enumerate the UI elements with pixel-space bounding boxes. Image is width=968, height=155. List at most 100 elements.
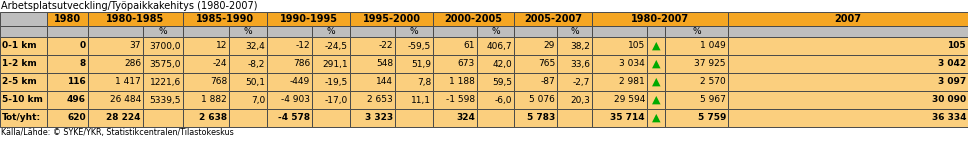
Text: 1980-2007: 1980-2007 xyxy=(631,14,689,24)
Bar xyxy=(592,109,647,127)
Bar xyxy=(395,55,433,73)
Bar xyxy=(88,91,143,109)
Text: 5 967: 5 967 xyxy=(700,95,726,104)
Text: %: % xyxy=(570,27,579,36)
Bar xyxy=(312,109,350,127)
Bar xyxy=(312,73,350,91)
Text: ▲: ▲ xyxy=(651,41,660,51)
Bar xyxy=(143,91,183,109)
Text: 620: 620 xyxy=(68,113,86,122)
Text: 406,7: 406,7 xyxy=(486,42,512,51)
Text: -17,0: -17,0 xyxy=(324,95,348,104)
Text: 5 783: 5 783 xyxy=(527,113,555,122)
Text: -2,7: -2,7 xyxy=(573,78,590,86)
Bar xyxy=(88,12,183,26)
Bar xyxy=(0,55,47,73)
Bar xyxy=(395,91,433,109)
Bar xyxy=(665,37,728,55)
Bar xyxy=(143,73,183,91)
Bar xyxy=(514,55,557,73)
Text: %: % xyxy=(692,27,701,36)
Text: -87: -87 xyxy=(540,78,555,86)
Text: 1985-1990: 1985-1990 xyxy=(196,14,254,24)
Bar xyxy=(88,37,143,55)
Bar xyxy=(665,91,728,109)
Text: 2005-2007: 2005-2007 xyxy=(524,14,582,24)
Bar xyxy=(143,26,183,37)
Text: 0: 0 xyxy=(80,42,86,51)
Bar xyxy=(433,91,477,109)
Bar xyxy=(312,55,350,73)
Text: 3 042: 3 042 xyxy=(938,60,966,69)
Bar xyxy=(267,55,312,73)
Bar xyxy=(647,26,665,37)
Text: -24: -24 xyxy=(213,60,227,69)
Text: 2 570: 2 570 xyxy=(700,78,726,86)
Bar xyxy=(267,12,350,26)
Text: -22: -22 xyxy=(378,42,393,51)
Text: Arbetsplatsutveckling/Työpaikkakehitys (1980-2007): Arbetsplatsutveckling/Työpaikkakehitys (… xyxy=(1,1,257,11)
Text: 38,2: 38,2 xyxy=(570,42,590,51)
Bar xyxy=(229,37,267,55)
Bar xyxy=(47,109,88,127)
Text: 2 653: 2 653 xyxy=(367,95,393,104)
Bar xyxy=(267,109,312,127)
Bar xyxy=(647,73,665,91)
Bar xyxy=(433,109,477,127)
Text: Källa/Lähde: © SYKE/YKR, Statistikcentralen/Tilastokeskus: Källa/Lähde: © SYKE/YKR, Statistikcentra… xyxy=(1,128,233,137)
Text: 291,1: 291,1 xyxy=(322,60,348,69)
Text: 26 484: 26 484 xyxy=(109,95,141,104)
Text: -4 578: -4 578 xyxy=(278,113,310,122)
Bar xyxy=(514,37,557,55)
Bar xyxy=(143,109,183,127)
Text: 29 594: 29 594 xyxy=(614,95,645,104)
Bar xyxy=(350,37,395,55)
Bar xyxy=(665,73,728,91)
Text: 36 334: 36 334 xyxy=(931,113,966,122)
Bar xyxy=(395,37,433,55)
Bar xyxy=(267,37,312,55)
Text: 2 638: 2 638 xyxy=(198,113,227,122)
Text: -449: -449 xyxy=(289,78,310,86)
Bar xyxy=(350,55,395,73)
Text: 61: 61 xyxy=(464,42,475,51)
Bar xyxy=(592,55,647,73)
Text: %: % xyxy=(244,27,253,36)
Bar xyxy=(267,26,312,37)
Bar xyxy=(647,37,665,55)
Bar xyxy=(183,55,229,73)
Text: 2007: 2007 xyxy=(834,14,862,24)
Text: 37 925: 37 925 xyxy=(694,60,726,69)
Bar xyxy=(395,109,433,127)
Bar xyxy=(350,26,395,37)
Text: 1995-2000: 1995-2000 xyxy=(362,14,420,24)
Bar xyxy=(350,12,433,26)
Bar xyxy=(514,26,557,37)
Bar xyxy=(728,91,968,109)
Bar xyxy=(183,12,267,26)
Text: 59,5: 59,5 xyxy=(492,78,512,86)
Bar xyxy=(592,37,647,55)
Text: %: % xyxy=(159,27,167,36)
Text: 7,8: 7,8 xyxy=(417,78,431,86)
Text: 144: 144 xyxy=(376,78,393,86)
Bar xyxy=(592,26,647,37)
Bar xyxy=(477,109,514,127)
Text: 105: 105 xyxy=(628,42,645,51)
Bar xyxy=(592,12,728,26)
Bar xyxy=(229,73,267,91)
Bar xyxy=(183,26,229,37)
Bar xyxy=(514,91,557,109)
Text: 29: 29 xyxy=(544,42,555,51)
Bar xyxy=(229,109,267,127)
Bar xyxy=(312,26,350,37)
Bar xyxy=(0,26,47,37)
Text: 1 882: 1 882 xyxy=(201,95,227,104)
Bar xyxy=(143,37,183,55)
Bar xyxy=(728,37,968,55)
Text: ▲: ▲ xyxy=(651,77,660,87)
Text: 30 090: 30 090 xyxy=(932,95,966,104)
Text: ▲: ▲ xyxy=(651,59,660,69)
Bar xyxy=(395,73,433,91)
Text: 1221,6: 1221,6 xyxy=(150,78,181,86)
